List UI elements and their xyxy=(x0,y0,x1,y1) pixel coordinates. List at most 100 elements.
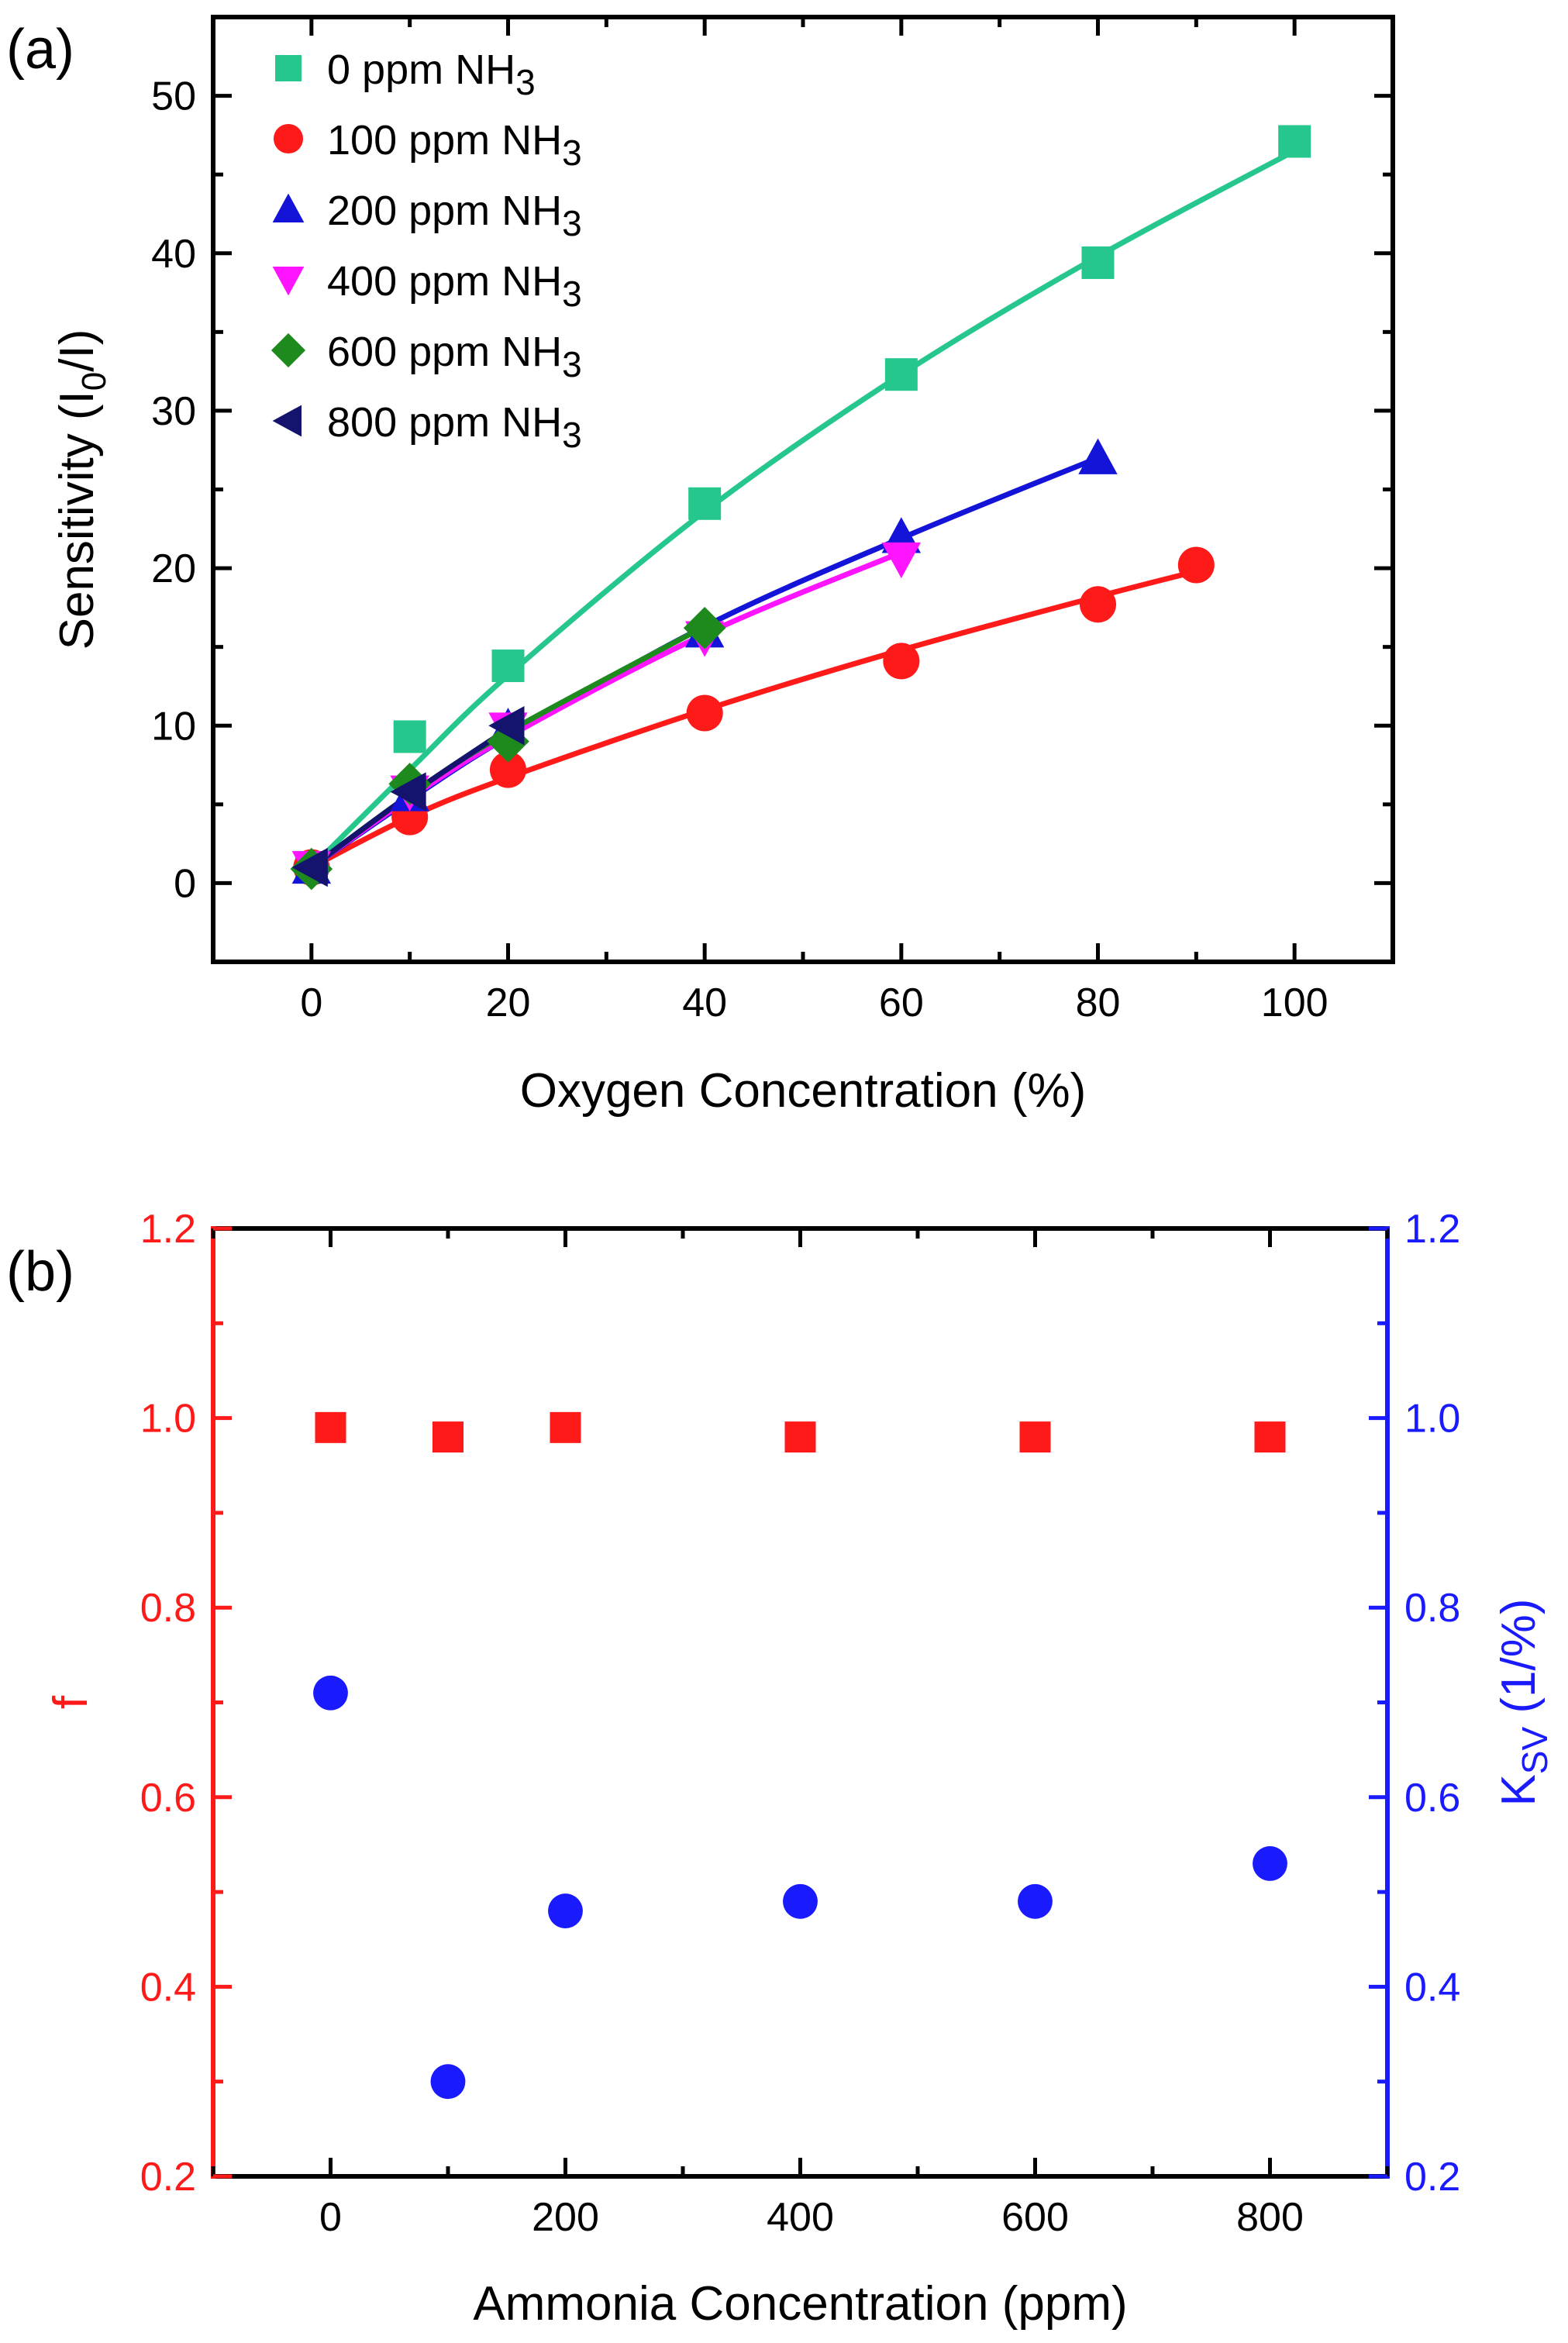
y-tick-label-a-1: 10 xyxy=(151,704,196,749)
data-point-s4-2 xyxy=(487,720,529,763)
legend-label-5: 800 ppm NH3 xyxy=(327,399,582,455)
legend-label-0: 0 ppm NH3 xyxy=(327,47,536,102)
x-tick-label-a-3: 60 xyxy=(879,980,924,1025)
y-tick-label-right-b-0: 0.2 xyxy=(1404,2155,1460,2200)
y-axis-title-a-main: Sensitivity (I xyxy=(50,391,104,649)
data-point-s1-3 xyxy=(686,694,723,732)
legend-label-2: 200 ppm NH3 xyxy=(327,188,582,243)
y-tick-label-a-0: 0 xyxy=(174,861,196,906)
data-point-s1-2 xyxy=(489,751,527,788)
y-axis-title-a-rest: /I) xyxy=(50,329,104,372)
x-tick-label-b-4: 800 xyxy=(1236,2195,1304,2240)
y-axis-title-a: Sensitivity (I0/I) xyxy=(50,329,113,650)
legend-label-sub-4: 3 xyxy=(562,344,582,384)
x-tick-label-a-4: 80 xyxy=(1076,980,1121,1025)
data-point-b-s1-5 xyxy=(1253,1846,1287,1881)
legend-marker-2 xyxy=(272,193,305,222)
y-axis-title-right-b-sub: SV xyxy=(1515,1727,1555,1775)
x-tick-label-a-1: 20 xyxy=(486,980,531,1025)
data-point-b-s1-0 xyxy=(313,1675,348,1711)
y-tick-label-right-b-1: 0.4 xyxy=(1404,1965,1460,2010)
data-point-b-s0-3 xyxy=(784,1421,816,1453)
data-point-b-s1-4 xyxy=(1018,1883,1053,1919)
data-point-s1-6 xyxy=(1177,546,1215,584)
legend-label-3: 400 ppm NH3 xyxy=(327,258,582,314)
x-axis-title-b: Ammonia Concentration (ppm) xyxy=(473,2277,1127,2331)
data-point-s5-0 xyxy=(291,847,328,887)
data-point-s1-4 xyxy=(883,643,920,680)
y-tick-label-left-b-0: 0.2 xyxy=(140,2155,196,2200)
fit-line-1 xyxy=(308,568,1199,870)
data-point-s0-1 xyxy=(393,720,426,753)
y-axis-title-right-b-main: K xyxy=(1492,1774,1546,1806)
data-point-s5-2 xyxy=(488,706,525,746)
y-axis-title-a-sub: 0 xyxy=(75,372,113,391)
data-point-s5-1 xyxy=(390,772,426,811)
data-point-b-s1-1 xyxy=(430,2064,466,2100)
data-point-s3-4 xyxy=(881,542,922,579)
y-tick-label-right-b-3: 0.8 xyxy=(1404,1586,1460,1631)
y-tick-label-left-b-3: 0.8 xyxy=(140,1586,196,1631)
y-tick-label-right-b-4: 1.0 xyxy=(1404,1397,1460,1442)
legend-marker-4 xyxy=(271,332,306,368)
y-tick-label-a-5: 50 xyxy=(151,74,196,119)
x-tick-label-b-3: 600 xyxy=(1001,2195,1069,2240)
legend-label-1: 100 ppm NH3 xyxy=(327,117,582,173)
data-point-b-s0-5 xyxy=(1254,1421,1286,1453)
y-tick-label-left-b-2: 0.6 xyxy=(140,1776,196,1821)
data-point-b-s0-4 xyxy=(1019,1421,1051,1453)
x-tick-label-b-1: 200 xyxy=(532,2195,599,2240)
legend-label-sub-0: 3 xyxy=(515,62,536,102)
legend-marker-1 xyxy=(273,123,304,154)
y-axis-title-left-b: f xyxy=(44,1695,98,1709)
y-tick-label-a-4: 40 xyxy=(151,232,196,277)
x-tick-label-a-0: 0 xyxy=(300,980,322,1025)
x-tick-label-a-2: 40 xyxy=(682,980,727,1025)
legend-label-4: 600 ppm NH3 xyxy=(327,329,582,384)
legend-marker-3 xyxy=(272,267,305,296)
panel-b: 0 200 400 600 800 0.2 0.2 0.4 0.4 0.6 0.6 0.8 0.8 1.0… xyxy=(6,1207,1555,2331)
data-point-b-s0-1 xyxy=(432,1421,464,1453)
y-axis-title-right-b: KSV (1/%) xyxy=(1492,1598,1555,1806)
legend-label-sub-1: 3 xyxy=(562,133,582,173)
legend-label-sub-2: 3 xyxy=(562,203,582,243)
y-tick-label-left-b-4: 1.0 xyxy=(140,1397,196,1442)
legend-marker-0 xyxy=(275,55,302,81)
legend-label-main-0: 0 ppm NH xyxy=(327,47,515,93)
panel-label-a: (a) xyxy=(6,19,74,81)
legend-label-main-2: 200 ppm NH xyxy=(327,188,562,234)
y-tick-label-a-2: 20 xyxy=(151,546,196,591)
data-point-s0-6 xyxy=(1278,125,1311,158)
data-point-s4-3 xyxy=(683,606,726,649)
data-point-b-s1-2 xyxy=(548,1893,583,1928)
legend-label-sub-5: 3 xyxy=(562,415,582,455)
legend-label-main-1: 100 ppm NH xyxy=(327,117,562,164)
legend-label-sub-3: 3 xyxy=(562,274,582,314)
data-point-s0-3 xyxy=(688,487,722,520)
x-tick-label-b-2: 400 xyxy=(767,2195,834,2240)
y-tick-label-right-b-2: 0.6 xyxy=(1404,1776,1460,1821)
panel-label-b: (b) xyxy=(6,1241,74,1303)
data-point-s2-5 xyxy=(1078,438,1118,474)
x-axis-title-a: Oxygen Concentration (%) xyxy=(520,1064,1087,1118)
y-tick-label-right-b-5: 1.2 xyxy=(1404,1207,1460,1252)
data-point-s0-5 xyxy=(1081,246,1115,279)
y-tick-label-left-b-5: 1.2 xyxy=(140,1207,196,1252)
y-tick-label-a-3: 30 xyxy=(151,389,196,434)
data-point-s1-5 xyxy=(1079,586,1117,623)
x-tick-label-a-5: 100 xyxy=(1261,980,1328,1025)
legend-label-main-4: 600 ppm NH xyxy=(327,329,562,375)
y-tick-label-left-b-1: 0.4 xyxy=(140,1965,196,2010)
data-point-s0-2 xyxy=(491,649,525,683)
data-point-b-s1-3 xyxy=(783,1883,818,1919)
data-point-b-s0-0 xyxy=(315,1411,346,1443)
legend-marker-5 xyxy=(272,405,302,437)
y-axis-title-right-b-rest: (1/%) xyxy=(1492,1598,1546,1726)
x-tick-label-b-0: 0 xyxy=(319,2195,342,2240)
data-point-b-s0-2 xyxy=(550,1411,581,1443)
data-point-s0-4 xyxy=(884,358,918,391)
legend-label-main-3: 400 ppm NH xyxy=(327,258,562,305)
